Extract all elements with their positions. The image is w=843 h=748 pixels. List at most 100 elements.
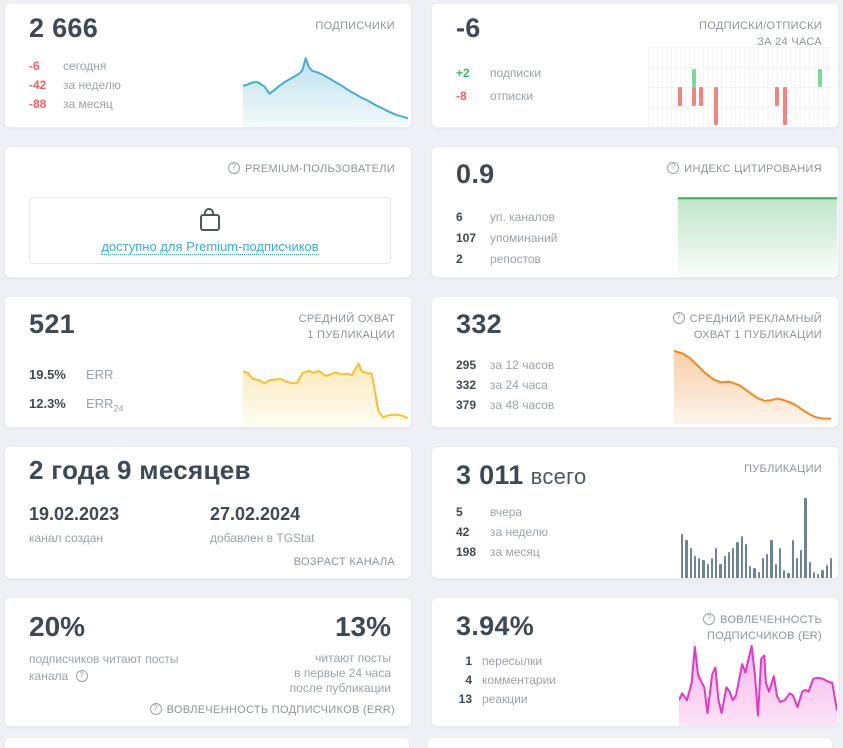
title-line: ОХВАТ 1 ПУБЛИКАЦИИ bbox=[693, 329, 822, 341]
er-area-chart bbox=[679, 640, 837, 726]
title-text: PREMIUM-ПОЛЬЗОВАТЕЛИ bbox=[245, 163, 395, 175]
stat-row: -8 отписки bbox=[456, 85, 541, 108]
stat-label: реакции bbox=[482, 692, 528, 706]
er-stats: 1 пересылки 4 комментарии 13 реакции bbox=[456, 652, 556, 709]
err-read-percent-label: подписчиков читают посты канала bbox=[29, 651, 219, 685]
stat-label: подписки bbox=[490, 66, 542, 80]
stat-row: 12.3% ERR24 bbox=[29, 392, 123, 421]
help-icon[interactable] bbox=[703, 613, 716, 625]
stat-label: репостов bbox=[490, 252, 541, 266]
help-icon[interactable] bbox=[228, 162, 241, 174]
stat-label: комментарии bbox=[482, 673, 556, 687]
citation-index-stats: 6 уп. каналов 107 упоминаний 2 репостов bbox=[456, 207, 557, 270]
stat-row: 332 за 24 часа bbox=[456, 375, 554, 395]
channel-added-date: 27.02.2024 bbox=[210, 504, 301, 524]
stat-value: -8 bbox=[456, 89, 467, 103]
stat-row: 6 уп. каналов bbox=[456, 207, 557, 228]
title-line: ПОДПИСЧИКОВ (ER) bbox=[707, 630, 822, 642]
channel-created-block: 19.02.2023 канал создан bbox=[29, 504, 119, 545]
title-line: СРЕДНИЙ ОХВАТ bbox=[298, 313, 395, 325]
stat-row: 42 за неделю bbox=[456, 522, 548, 542]
stat-row: 19.5% ERR bbox=[29, 363, 123, 392]
help-icon[interactable] bbox=[75, 670, 88, 682]
subscriptions-24h-card: -6 ПОДПИСКИ/ОТПИСКИ ЗА 24 ЧАСА +2 подписк… bbox=[431, 3, 839, 128]
stat-value: 1 bbox=[465, 654, 472, 668]
stat-row: 107 упоминаний bbox=[456, 228, 557, 249]
stat-value: 19.5% bbox=[29, 367, 66, 382]
stat-label: за неделю bbox=[490, 525, 548, 539]
avg-ad-reach-title: СРЕДНИЙ РЕКЛАМНЫЙ ОХВАТ 1 ПУБЛИКАЦИИ bbox=[672, 311, 822, 343]
publications-count: 3 011 всего bbox=[456, 460, 587, 491]
subscribers-card: 2 666 ПОДПИСЧИКИ -6 сегодня -42 за неделю … bbox=[4, 3, 412, 128]
citation-index-value: 0.9 bbox=[456, 159, 495, 189]
avg-ad-reach-card: 332 СРЕДНИЙ РЕКЛАМНЫЙ ОХВАТ 1 ПУБЛИКАЦИИ… bbox=[431, 296, 839, 428]
publications-total-suffix: всего bbox=[530, 464, 587, 489]
stat-value: +2 bbox=[456, 66, 470, 80]
publications-bar-chart bbox=[681, 498, 832, 578]
er-value: 3.94% bbox=[456, 611, 535, 641]
stat-row: 13 реакции bbox=[456, 690, 556, 709]
stat-value: 5 bbox=[456, 505, 463, 519]
channel-added-label: добавлен в TGStat bbox=[210, 531, 315, 545]
stat-value: 332 bbox=[456, 378, 477, 392]
stat-value: 107 bbox=[456, 231, 477, 245]
avg-reach-card: 521 СРЕДНИЙ ОХВАТ 1 ПУБЛИКАЦИИ 19.5% ERR … bbox=[4, 296, 412, 428]
stat-value: 295 bbox=[456, 358, 477, 372]
subscriptions-24h-title: ПОДПИСКИ/ОТПИСКИ ЗА 24 ЧАСА bbox=[699, 18, 822, 50]
stat-label: за 24 часа bbox=[490, 378, 548, 392]
premium-users-card: PREMIUM-ПОЛЬЗОВАТЕЛИ доступно для Premiu… bbox=[4, 146, 412, 278]
help-icon[interactable] bbox=[672, 312, 685, 324]
title-text: ВОВЛЕЧЕННОСТЬ bbox=[720, 614, 822, 626]
stat-row: 5 вчера bbox=[456, 502, 548, 522]
stat-value: 13 bbox=[458, 692, 472, 706]
channel-added-block: 27.02.2024 добавлен в TGStat bbox=[210, 504, 314, 545]
subscribers-stats: -6 сегодня -42 за неделю -88 за месяц bbox=[29, 57, 121, 114]
stat-value: -6 bbox=[29, 59, 40, 73]
title-line: ЗА 24 ЧАСА bbox=[757, 36, 822, 48]
err-read-24h-label: читают посты в первые 24 часа после публ… bbox=[289, 651, 391, 695]
stat-row: -6 сегодня bbox=[29, 57, 121, 76]
avg-ad-reach-value: 332 bbox=[456, 309, 502, 339]
publications-stats: 5 вчера 42 за неделю 198 за месяц bbox=[456, 502, 548, 562]
channel-age-value: 2 года 9 месяцев bbox=[29, 455, 251, 485]
stat-label: за 48 часов bbox=[490, 398, 555, 412]
title-line: 1 ПУБЛИКАЦИИ bbox=[307, 329, 395, 341]
stat-label: за неделю bbox=[63, 78, 121, 92]
channel-created-date: 19.02.2023 bbox=[29, 504, 120, 524]
stat-row: +2 подписки bbox=[456, 62, 541, 85]
stat-row: 1 пересылки bbox=[456, 652, 556, 671]
stat-value: 4 bbox=[465, 673, 472, 687]
stat-row: 2 репостов bbox=[456, 249, 557, 270]
stat-value: -42 bbox=[29, 78, 47, 92]
title-text: СРЕДНИЙ РЕКЛАМНЫЙ bbox=[689, 313, 822, 325]
stat-value: -88 bbox=[29, 97, 47, 111]
stat-label: уп. каналов bbox=[490, 210, 555, 224]
stat-value: 6 bbox=[456, 210, 463, 224]
channel-age-footer: ВОЗРАСТ КАНАЛА bbox=[293, 556, 395, 568]
subscriptions-24h-bar-chart bbox=[648, 47, 831, 127]
avg-ad-reach-stats: 295 за 12 часов 332 за 24 часа 379 за 48 ча… bbox=[456, 355, 554, 415]
footer-text: ВОВЛЕЧЕННОСТЬ ПОДПИСЧИКОВ (ERR) bbox=[166, 704, 395, 716]
err-read-percent: 20% bbox=[29, 611, 86, 642]
channel-created-label: канал создан bbox=[29, 531, 104, 545]
premium-subscription-link[interactable]: доступно для Premium-подписчиков bbox=[101, 239, 319, 255]
stat-row: 379 за 48 часов bbox=[456, 395, 554, 415]
stat-label: сегодня bbox=[63, 59, 107, 73]
citation-index-title: ИНДЕКС ЦИТИРОВАНИЯ bbox=[667, 161, 822, 177]
subscribers-title: ПОДПИСЧИКИ bbox=[315, 20, 395, 32]
publications-card: 3 011 всего ПУБЛИКАЦИИ 5 вчера 42 за неделю… bbox=[431, 446, 839, 579]
stat-label: за месяц bbox=[63, 97, 113, 111]
subscriptions-24h-count: -6 bbox=[456, 13, 481, 43]
stat-value: 198 bbox=[456, 545, 477, 559]
premium-users-title: PREMIUM-ПОЛЬЗОВАТЕЛИ bbox=[228, 161, 395, 177]
stat-label: пересылки bbox=[482, 654, 543, 668]
err-card: 20% подписчиков читают посты канала 13% … bbox=[4, 597, 412, 727]
stat-row: 4 комментарии bbox=[456, 671, 556, 690]
help-icon[interactable] bbox=[149, 703, 162, 715]
channel-age-card: 2 года 9 месяцев 19.02.2023 канал создан… bbox=[4, 446, 412, 579]
stat-row: 198 за месяц bbox=[456, 542, 548, 562]
help-icon[interactable] bbox=[667, 162, 680, 174]
stat-label: вчера bbox=[490, 505, 523, 519]
avg-ad-reach-area-chart bbox=[674, 347, 831, 424]
avg-reach-title: СРЕДНИЙ ОХВАТ 1 ПУБЛИКАЦИИ bbox=[299, 311, 395, 343]
